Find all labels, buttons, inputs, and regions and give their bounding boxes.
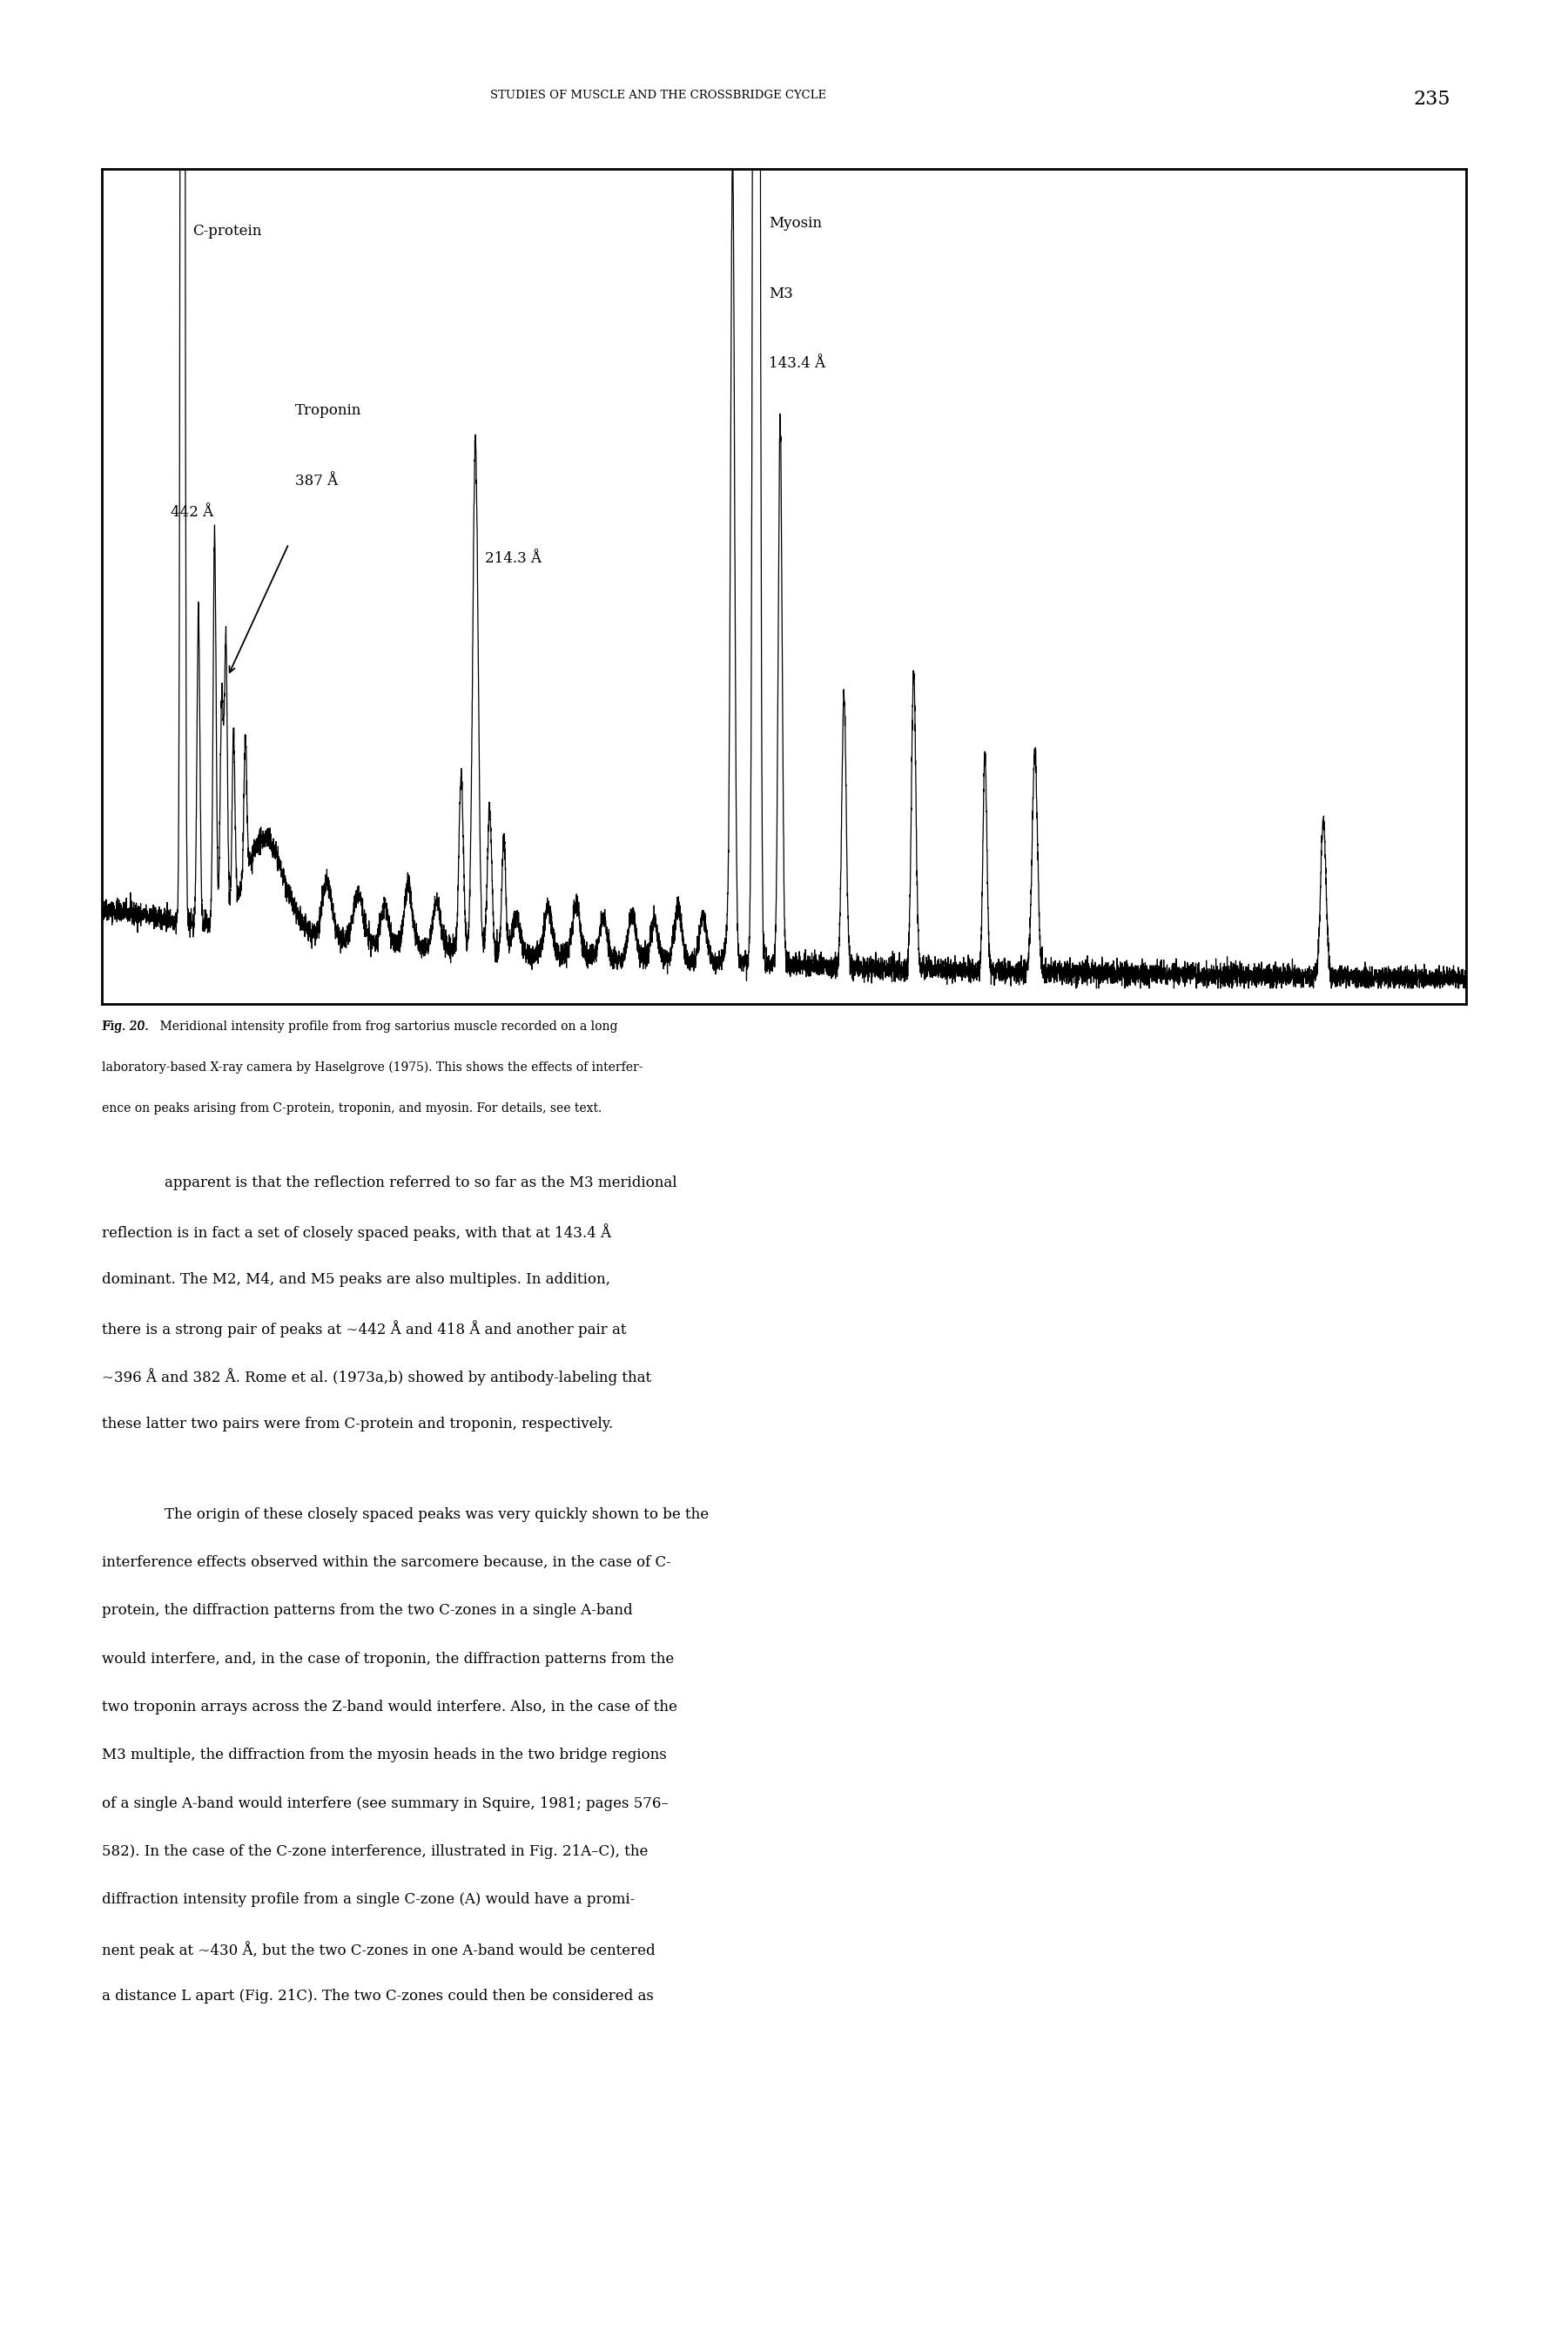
Text: 442 Å: 442 Å [171, 505, 213, 520]
Text: nent peak at ~430 Å, but the two C-zones in one A-band would be centered: nent peak at ~430 Å, but the two C-zones… [102, 1942, 655, 1958]
Text: ~396 Å and 382 Å. Rome et al. (1973a,b) showed by antibody-labeling that: ~396 Å and 382 Å. Rome et al. (1973a,b) … [102, 1368, 651, 1385]
Text: 387 Å: 387 Å [295, 473, 337, 489]
Text: M3: M3 [768, 287, 793, 301]
Text: diffraction intensity profile from a single C-zone (A) would have a promi-: diffraction intensity profile from a sin… [102, 1893, 635, 1907]
Text: 214.3 Å: 214.3 Å [485, 552, 541, 567]
Text: there is a strong pair of peaks at ~442 Å and 418 Å and another pair at: there is a strong pair of peaks at ~442 … [102, 1321, 627, 1338]
Text: Myosin: Myosin [768, 216, 822, 230]
Text: protein, the diffraction patterns from the two C-zones in a single A-band: protein, the diffraction patterns from t… [102, 1603, 632, 1617]
Text: 235: 235 [1413, 89, 1450, 108]
Text: 143.4 Å: 143.4 Å [768, 357, 825, 371]
Text: laboratory-based X-ray camera by Haselgrove (1975). This shows the effects of in: laboratory-based X-ray camera by Haselgr… [102, 1063, 643, 1074]
Text: would interfere, and, in the case of troponin, the diffraction patterns from the: would interfere, and, in the case of tro… [102, 1650, 674, 1667]
Text: Fig. 20.   Meridional intensity profile from frog sartorius muscle recorded on a: Fig. 20. Meridional intensity profile fr… [102, 1020, 618, 1032]
Text: ence on peaks arising from C-protein, troponin, and myosin. For details, see tex: ence on peaks arising from C-protein, tr… [102, 1103, 602, 1114]
Text: 582). In the case of the C-zone interference, illustrated in Fig. 21A–C), the: 582). In the case of the C-zone interfer… [102, 1843, 648, 1860]
Text: a distance L apart (Fig. 21C). The two C-zones could then be considered as: a distance L apart (Fig. 21C). The two C… [102, 1989, 654, 2003]
Text: Troponin: Troponin [295, 404, 361, 418]
Text: STUDIES OF MUSCLE AND THE CROSSBRIDGE CYCLE: STUDIES OF MUSCLE AND THE CROSSBRIDGE CY… [491, 89, 826, 101]
Text: apparent is that the reflection referred to so far as the M3 meridional: apparent is that the reflection referred… [165, 1176, 677, 1190]
Text: interference effects observed within the sarcomere because, in the case of C-: interference effects observed within the… [102, 1556, 671, 1570]
Text: The origin of these closely spaced peaks was very quickly shown to be the: The origin of these closely spaced peaks… [165, 1507, 709, 1521]
Text: Fɪg. 20.: Fɪg. 20. [102, 1020, 149, 1032]
Text: two troponin arrays across the Z-band would interfere. Also, in the case of the: two troponin arrays across the Z-band wo… [102, 1700, 677, 1714]
Text: C-protein: C-protein [193, 223, 262, 240]
Text: dominant. The M2, M4, and M5 peaks are also multiples. In addition,: dominant. The M2, M4, and M5 peaks are a… [102, 1272, 610, 1286]
Text: these latter two pairs were from C-protein and troponin, respectively.: these latter two pairs were from C-prote… [102, 1415, 613, 1432]
Text: M3 multiple, the diffraction from the myosin heads in the two bridge regions: M3 multiple, the diffraction from the my… [102, 1749, 666, 1763]
Text: of a single A-band would interfere (see summary in Squire, 1981; pages 576–: of a single A-band would interfere (see … [102, 1796, 668, 1810]
Text: reflection is in fact a set of closely spaced peaks, with that at 143.4 Å: reflection is in fact a set of closely s… [102, 1225, 612, 1241]
